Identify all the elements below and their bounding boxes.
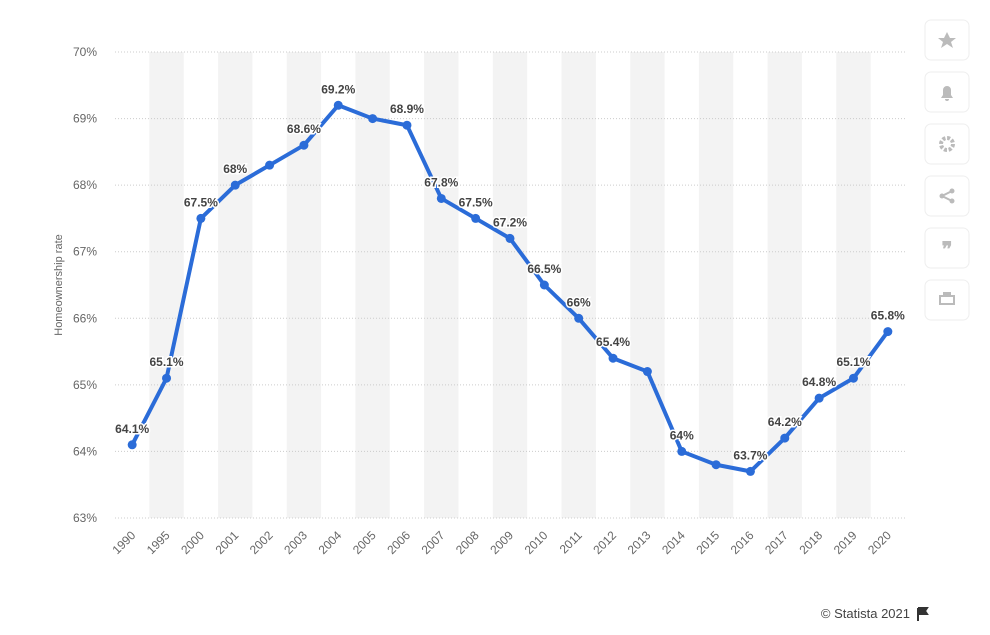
point bbox=[745, 466, 755, 476]
alert-button[interactable] bbox=[924, 71, 970, 113]
source: © Statista 2021 bbox=[821, 606, 910, 621]
point bbox=[642, 367, 652, 377]
data-label: 66.5% bbox=[527, 262, 561, 276]
y-tick-label: 64% bbox=[73, 444, 97, 458]
point bbox=[127, 440, 137, 450]
data-label: 68% bbox=[223, 162, 247, 176]
point bbox=[333, 100, 343, 110]
band bbox=[492, 52, 528, 518]
band bbox=[424, 52, 459, 518]
point bbox=[299, 140, 309, 150]
data-label: 64% bbox=[670, 428, 694, 442]
data-label: 68.6% bbox=[287, 122, 321, 136]
point bbox=[402, 120, 412, 130]
point bbox=[608, 353, 618, 363]
y-tick-label: 65% bbox=[73, 378, 97, 392]
data-label: 64.1% bbox=[115, 422, 149, 436]
band bbox=[698, 52, 734, 518]
settings-button[interactable] bbox=[924, 123, 970, 165]
data-label: 65.1% bbox=[836, 355, 870, 369]
share-button[interactable] bbox=[924, 175, 970, 217]
data-label: 67.2% bbox=[493, 215, 527, 229]
data-label: 65.1% bbox=[150, 355, 184, 369]
point bbox=[196, 213, 206, 223]
cite-button[interactable]: ❞ bbox=[924, 227, 970, 269]
y-tick-label: 70% bbox=[73, 45, 97, 59]
y-axis-label: Homeownership rate bbox=[53, 234, 65, 336]
point bbox=[539, 280, 549, 290]
point bbox=[436, 193, 446, 203]
grid: 63% 64% 65% 66% 67% 68% 69% 70% bbox=[73, 45, 905, 525]
data-label: 68.9% bbox=[390, 102, 424, 116]
toolbar: ❞ bbox=[924, 19, 970, 321]
point bbox=[230, 180, 240, 190]
y-tick-label: 69% bbox=[73, 112, 97, 126]
data-label: 67.8% bbox=[424, 175, 458, 189]
data-label: 67.5% bbox=[184, 195, 218, 209]
point bbox=[780, 433, 790, 443]
point bbox=[883, 327, 893, 337]
y-tick-label: 68% bbox=[73, 178, 97, 192]
data-label: 65.8% bbox=[871, 309, 905, 323]
point bbox=[471, 213, 481, 223]
band bbox=[561, 52, 596, 518]
point bbox=[368, 114, 378, 124]
point bbox=[265, 160, 275, 170]
point bbox=[162, 373, 172, 383]
favorite-button[interactable] bbox=[924, 19, 970, 61]
point bbox=[848, 373, 858, 383]
flag-icon[interactable] bbox=[917, 607, 929, 621]
data-label: 64.8% bbox=[802, 375, 836, 389]
band bbox=[836, 52, 871, 518]
y-tick-label: 66% bbox=[73, 311, 97, 325]
data-label: 63.7% bbox=[733, 448, 767, 462]
data-label: 69.2% bbox=[321, 82, 355, 96]
point bbox=[574, 313, 584, 323]
data-label: 67.5% bbox=[459, 195, 493, 209]
band bbox=[630, 52, 665, 518]
band bbox=[218, 52, 253, 518]
data-label: 66% bbox=[567, 295, 591, 309]
y-tick-label: 63% bbox=[73, 511, 97, 525]
point bbox=[814, 393, 824, 403]
point bbox=[711, 460, 721, 470]
point bbox=[677, 446, 687, 456]
y-tick-label: 67% bbox=[73, 245, 97, 259]
plot: 1990 1995 2000 2001 2002 2003 2004 2005 2006 2007… bbox=[110, 81, 907, 557]
point bbox=[505, 233, 515, 243]
band bbox=[149, 52, 184, 518]
data-label: 65.4% bbox=[596, 335, 630, 349]
print-button[interactable] bbox=[924, 279, 970, 321]
band bbox=[355, 52, 390, 518]
data-label: 64.2% bbox=[768, 415, 802, 429]
svg-text:❞: ❞ bbox=[942, 239, 953, 261]
